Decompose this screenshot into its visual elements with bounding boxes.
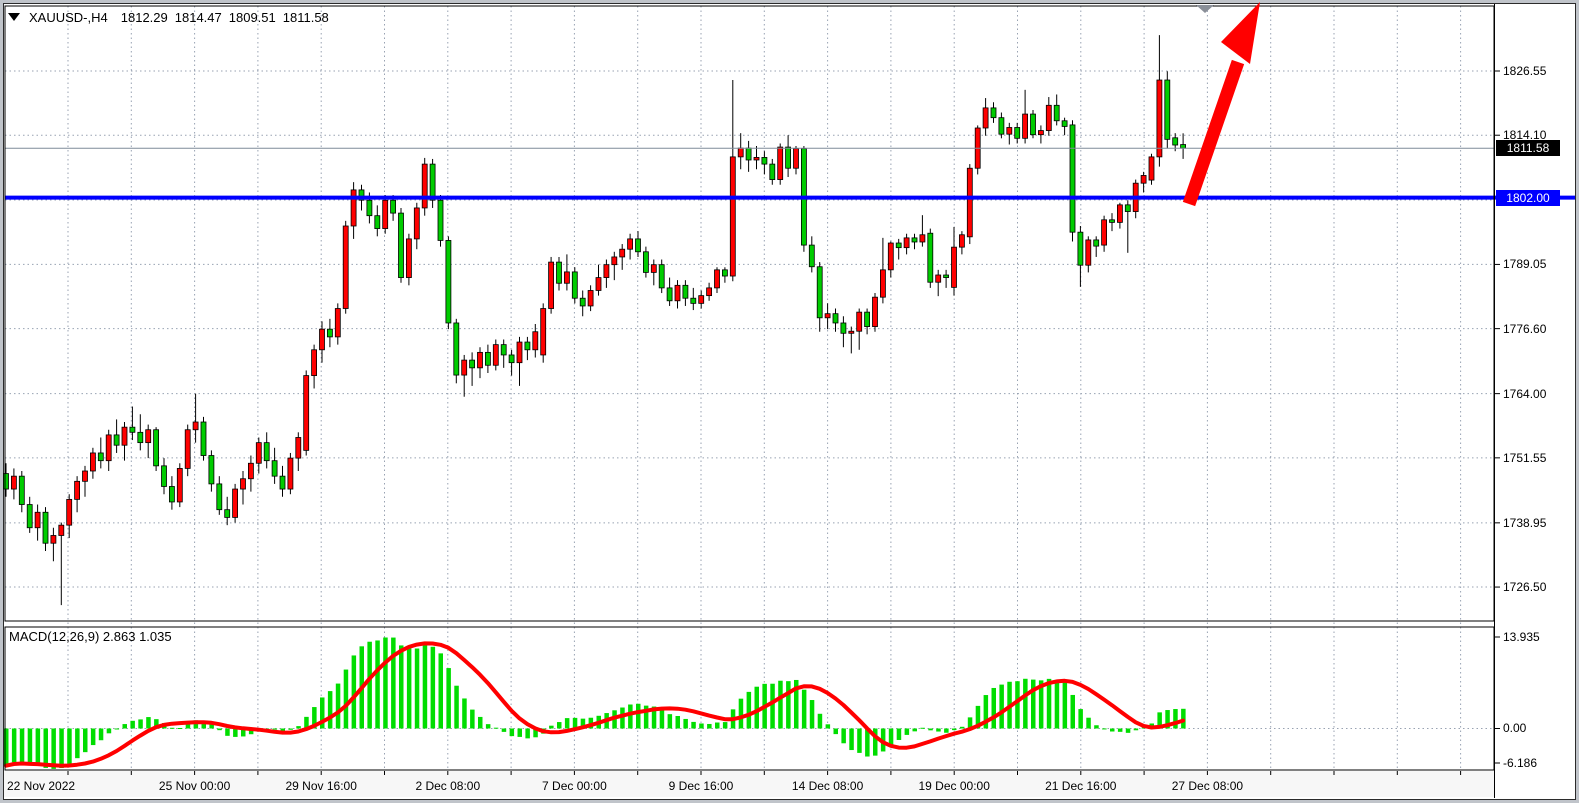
time-axis-label: 7 Dec 00:00 bbox=[542, 779, 607, 793]
price-axis-label: 1751.55 bbox=[1503, 450, 1547, 465]
trend-arrow-shaft bbox=[1182, 59, 1245, 207]
price-axis-label: 1826.55 bbox=[1503, 64, 1547, 78]
quote-open: 1812.29 bbox=[120, 9, 168, 25]
time-axis-label: 29 Nov 16:00 bbox=[285, 779, 357, 793]
trend-arrow-head bbox=[1221, 2, 1260, 64]
symbol-timeframe: XAUUSD-,H4 bbox=[29, 9, 108, 25]
macd-axis-label: 0.00 bbox=[1503, 721, 1527, 735]
time-axis-label: 9 Dec 16:00 bbox=[668, 779, 734, 793]
macd-signal-line bbox=[4, 641, 1186, 768]
macd-axis-label: -6.186 bbox=[1503, 756, 1538, 770]
time-axis-label: 14 Dec 08:00 bbox=[791, 779, 864, 793]
time-axis-label: 21 Dec 16:00 bbox=[1045, 779, 1117, 793]
time-axis-label: 22 Nov 2022 bbox=[7, 779, 76, 793]
macd-indicator-label: MACD(12,26,9) 2.863 1.035 bbox=[9, 629, 172, 644]
time-axis-label: 27 Dec 08:00 bbox=[1171, 779, 1244, 793]
price-axis-label: 1726.50 bbox=[1503, 580, 1547, 595]
time-axis-label: 25 Nov 00:00 bbox=[158, 779, 231, 793]
symbol-dropdown-icon[interactable] bbox=[8, 13, 20, 21]
quote-close: 1811.58 bbox=[282, 9, 329, 25]
price-axis-label: 1764.00 bbox=[1503, 386, 1547, 401]
chart-shift-marker-icon bbox=[1196, 5, 1214, 13]
time-axis-label: 19 Dec 00:00 bbox=[918, 779, 990, 793]
price-axis-label: 1776.60 bbox=[1503, 321, 1547, 336]
macd-histogram bbox=[4, 637, 1186, 769]
price-axis-label: 1738.95 bbox=[1503, 515, 1547, 530]
price-axis-label: 1789.05 bbox=[1503, 257, 1547, 272]
level-price-badge[interactable]: 1802.00 bbox=[1496, 189, 1560, 206]
chart-title: XAUUSD-,H4 1812.29 1814.47 1809.51 1811.… bbox=[8, 8, 336, 26]
price-axis-label: 1814.10 bbox=[1503, 128, 1547, 143]
macd-axis-label: 13.935 bbox=[1503, 630, 1540, 644]
bid-price-badge: 1811.58 bbox=[1496, 140, 1560, 157]
quote-high: 1814.47 bbox=[174, 9, 222, 25]
quote-low: 1809.51 bbox=[228, 9, 276, 25]
time-axis-label: 2 Dec 08:00 bbox=[415, 779, 481, 793]
